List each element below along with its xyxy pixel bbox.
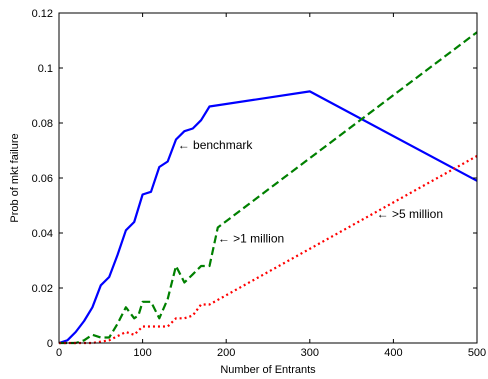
annotation-label: ← >1 million [218,232,284,246]
x-tick-label: 500 [468,347,486,359]
x-tick-label: 200 [217,347,235,359]
annotation-label: ← >5 million [377,207,443,221]
y-tick-label: 0.02 [32,283,53,295]
y-tick-label: 0.1 [38,63,53,75]
y-axis-label: Prob of mkt failure [9,133,21,222]
y-tick-label: 0.08 [32,118,53,130]
annotations: ← benchmark ← >1 million ← >5 million [178,138,443,246]
series-line [58,90,478,345]
annotation-label: ← benchmark [178,138,254,152]
axis-ticks: 0 100 200 300 400 500 0 0.02 0.04 0.06 0.08 0.1 0.12 [32,8,487,359]
x-tick-label: 0 [56,347,62,359]
y-tick-label: 0.04 [32,228,53,240]
plot-frame [58,12,478,344]
series-line [59,155,478,345]
series-line [59,31,478,345]
y-tick-label: 0.12 [32,8,53,20]
plot-lines [58,31,478,345]
x-tick-label: 100 [133,347,151,359]
x-axis-label: Number of Entrants [220,364,316,376]
x-tick-label: 400 [384,347,402,359]
x-tick-label: 300 [301,347,319,359]
y-tick-label: 0.06 [32,173,53,185]
y-tick-label: 0 [47,338,53,350]
